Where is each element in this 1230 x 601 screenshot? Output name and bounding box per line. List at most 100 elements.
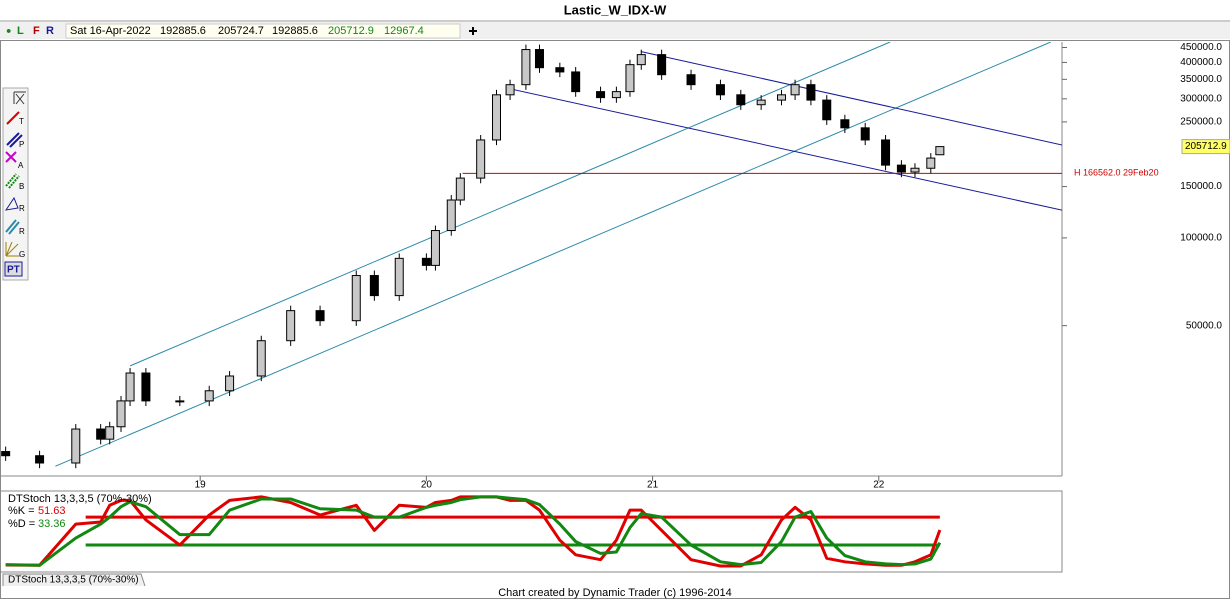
- x-tick-label: 21: [647, 480, 659, 491]
- candle-body: [394, 257, 404, 297]
- last-price: 205712.9: [1185, 141, 1227, 152]
- candle-body: [790, 84, 800, 96]
- add-button[interactable]: [469, 27, 477, 35]
- tool-letter[interactable]: A: [18, 161, 24, 170]
- candle-body: [935, 146, 945, 156]
- candle-body: [446, 199, 456, 232]
- candle-body: [611, 91, 621, 99]
- candle-body: [286, 310, 296, 342]
- candle-body: [840, 119, 850, 129]
- quote-close: 205712.9: [328, 25, 374, 37]
- candle-body: [175, 400, 185, 403]
- candle-body: [926, 157, 936, 169]
- stoch-line: [5, 495, 942, 567]
- candle-body: [756, 99, 766, 106]
- quote-box: [65, 23, 461, 39]
- legend-name: %K =: [8, 505, 35, 517]
- candle-body: [421, 257, 431, 266]
- tool-icon[interactable]: [5, 151, 17, 163]
- candle-body: [910, 167, 920, 173]
- candle-body: [430, 230, 440, 266]
- candle-body: [476, 139, 486, 179]
- trend-line: [505, 87, 1062, 211]
- tool-letter[interactable]: T: [19, 117, 24, 126]
- candle-body: [141, 372, 151, 402]
- tool-icon[interactable]: [5, 241, 20, 257]
- candle-body: [505, 84, 515, 96]
- tool-icon[interactable]: [6, 132, 23, 148]
- tool-icon[interactable]: [5, 173, 20, 189]
- trend-line: [129, 42, 891, 367]
- stoch-panel: [0, 490, 1063, 573]
- level-label: H 166562.0 29Feb20: [1074, 168, 1159, 178]
- tool-letter[interactable]: P: [19, 140, 24, 149]
- candle-body: [71, 428, 81, 464]
- x-tick-label: 20: [421, 480, 433, 491]
- tab-label[interactable]: DTStoch 13,3,3,5 (70%-30%): [8, 575, 139, 586]
- quote-high: 205724.7: [218, 25, 264, 37]
- legend-value: 51.63: [38, 505, 66, 517]
- candle-body: [351, 275, 361, 322]
- close-tool[interactable]: [13, 91, 26, 105]
- candle-body: [777, 94, 787, 101]
- tool-letter[interactable]: R: [19, 204, 25, 213]
- quote-volume: 12967.4: [384, 25, 424, 37]
- legend-value: 33.36: [38, 518, 66, 530]
- candle-body: [105, 426, 115, 440]
- tool-letter[interactable]: G: [19, 250, 25, 259]
- candle-body: [1, 451, 11, 457]
- indicator-title: DTStoch 13,3,3,5 (70%-30%): [8, 493, 152, 505]
- candle-body: [116, 400, 126, 428]
- tool-icon[interactable]: [4, 196, 19, 211]
- tool-letter[interactable]: B: [19, 182, 24, 191]
- tool-icon[interactable]: [5, 219, 20, 235]
- tool-letter[interactable]: R: [19, 227, 25, 236]
- flag[interactable]: L: [17, 25, 24, 37]
- candle-body: [636, 54, 646, 66]
- candle-body: [822, 99, 832, 121]
- candle-body: [625, 64, 635, 93]
- candle-body: [534, 49, 544, 69]
- tool-letter[interactable]: PT: [7, 265, 20, 276]
- y-tick-label: 400000.0: [1180, 57, 1222, 68]
- candle-body: [256, 340, 266, 377]
- trend-line: [641, 51, 1062, 146]
- flag[interactable]: R: [46, 25, 54, 37]
- quote-open: 192885.6: [160, 25, 206, 37]
- flag[interactable]: ●: [6, 25, 11, 35]
- candle-body: [657, 54, 667, 76]
- candle-body: [860, 127, 870, 141]
- candle-body: [896, 164, 906, 173]
- candle-body: [881, 139, 891, 166]
- candle-body: [455, 177, 465, 201]
- y-tick-label: 350000.0: [1180, 74, 1222, 85]
- footer: Chart created by Dynamic Trader (c) 1996…: [498, 587, 732, 599]
- palette-box: [2, 87, 29, 281]
- y-tick-label: 250000.0: [1180, 117, 1222, 128]
- candle-body: [686, 74, 696, 86]
- candle-body: [369, 275, 379, 297]
- candle-body: [315, 310, 325, 322]
- trend-line: [55, 42, 1051, 467]
- window-title: Lastic_W_IDX-W: [564, 2, 667, 17]
- tool-icon[interactable]: [6, 111, 20, 125]
- x-tick-label: 22: [873, 480, 885, 491]
- legend-name: %D =: [8, 518, 35, 530]
- y-tick-label: 300000.0: [1180, 93, 1222, 104]
- tool-icon[interactable]: [4, 261, 23, 277]
- candle-body: [204, 390, 214, 402]
- candle-body: [125, 372, 135, 402]
- indicator-tab[interactable]: [2, 573, 146, 587]
- candle-body: [596, 91, 606, 99]
- candle-body: [806, 84, 816, 101]
- tool-palette: T P A B R R G PT: [2, 87, 29, 281]
- flag[interactable]: F: [33, 25, 40, 37]
- candle-body: [715, 84, 725, 96]
- quote-date: Sat 16-Apr-2022: [70, 25, 151, 37]
- y-tick-label: 450000.0: [1180, 42, 1222, 53]
- candle-body: [555, 67, 565, 73]
- y-tick-label: 150000.0: [1180, 181, 1222, 192]
- y-tick-label: 100000.0: [1180, 233, 1222, 244]
